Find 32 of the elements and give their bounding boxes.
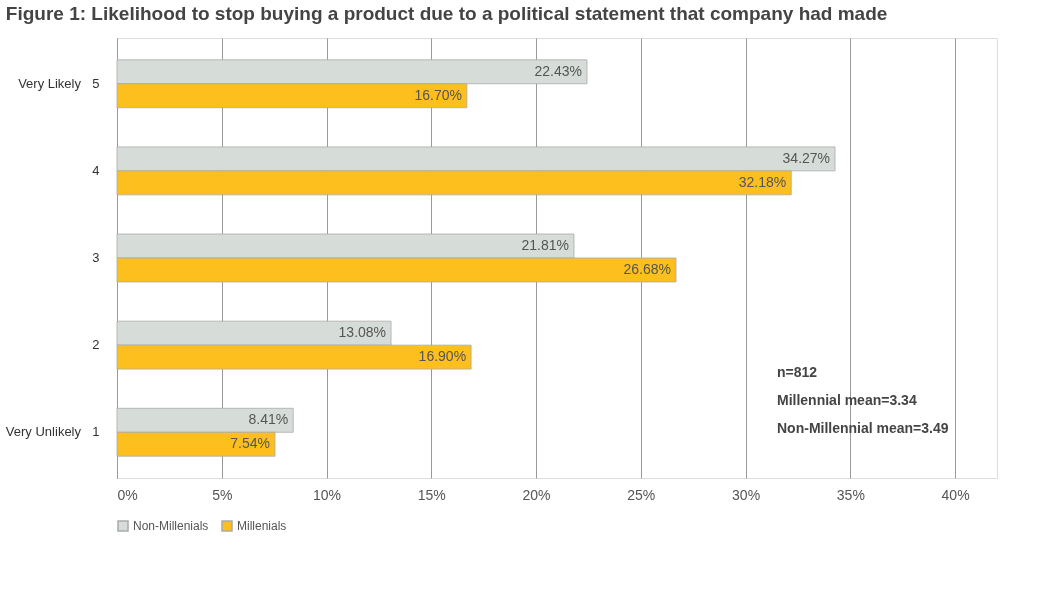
x-tick-label: 30%: [732, 486, 761, 503]
legend-label: Millenials: [237, 519, 287, 533]
data-label: 13.08%: [338, 324, 387, 341]
data-label: 8.41%: [248, 411, 289, 428]
y-tick-label: 5: [92, 75, 100, 91]
chart-title: Figure 1: Likelihood to stop buying a product due to a political statement that company had made: [5, 3, 888, 24]
data-label: 32.18%: [738, 173, 787, 190]
data-label: 26.68%: [623, 260, 672, 277]
data-label: 21.81%: [521, 237, 569, 254]
x-tick-label: 5%: [212, 486, 233, 503]
x-tick-label: 35%: [836, 486, 865, 503]
legend-label: Non-Millenials: [133, 519, 209, 533]
x-tick-label: 15%: [417, 486, 446, 503]
y-tick-label: 4: [92, 162, 100, 178]
text: Very Likely: [18, 75, 82, 91]
data-label: 16.70%: [414, 86, 462, 103]
text: Very Unlikely: [5, 424, 82, 440]
x-tick-label: 40%: [941, 486, 970, 503]
annotation: n=812: [777, 364, 818, 380]
y-tick-label: 1: [92, 424, 100, 440]
x-tick-label: 20%: [522, 486, 551, 503]
data-label: 34.27%: [782, 149, 831, 166]
annotation: Non-Millennial mean=3.49: [777, 420, 949, 436]
x-tick-label: 25%: [627, 486, 656, 503]
annotation: Millennial mean=3.34: [777, 392, 917, 408]
data-label: 22.43%: [534, 62, 582, 79]
x-tick-label: 0%: [117, 486, 138, 503]
y-tick-label: 2: [92, 337, 100, 353]
data-label: 16.90%: [418, 348, 467, 365]
data-label: 7.54%: [230, 435, 270, 452]
y-tick-label: 3: [92, 250, 100, 265]
x-tick-label: 10%: [313, 486, 342, 503]
